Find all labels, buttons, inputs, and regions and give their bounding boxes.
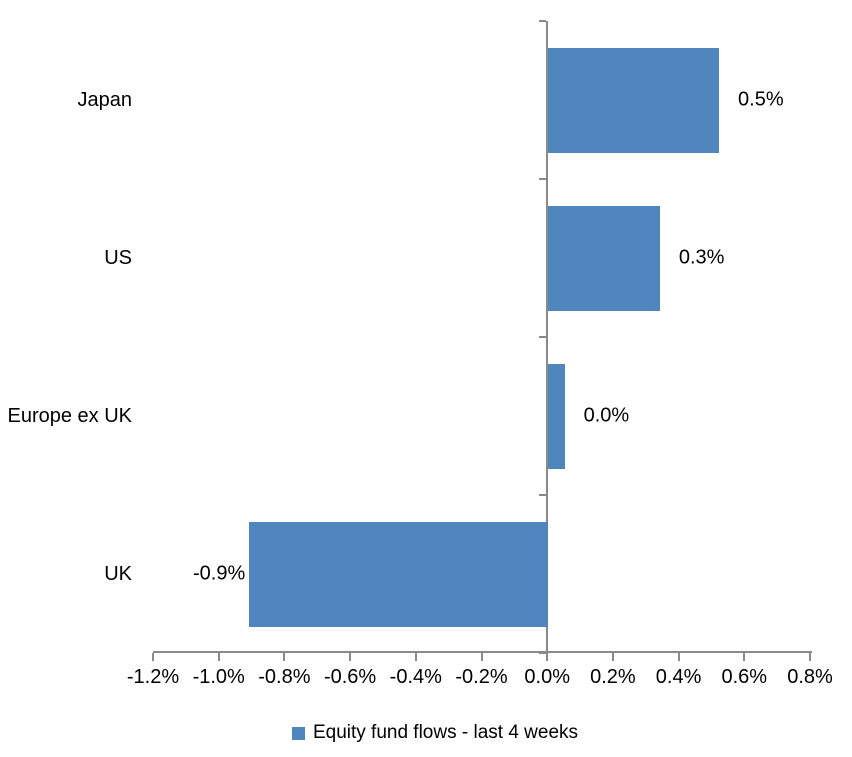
bar [249,521,549,627]
x-axis-tick-label: 0.6% [721,666,768,688]
bar [548,363,565,469]
value-axis-tick [217,653,220,661]
x-axis-tick-label: -0.2% [455,666,508,688]
x-axis-tick-label: 0.8% [787,666,833,688]
x-axis-tick-label: 0.0% [524,666,570,688]
x-axis-tick-label: -0.8% [258,666,311,688]
value-axis-line [153,651,812,653]
bar [548,205,660,311]
category-label: UK [104,562,132,585]
value-axis-tick [809,653,811,661]
category-axis-tick [539,336,547,338]
category-label: Japan [77,88,133,111]
value-axis-tick [349,653,352,661]
bar-value-label: 0.5% [738,88,784,111]
category-axis-line [546,21,549,653]
value-axis-tick [743,653,746,661]
value-axis-tick [283,653,286,661]
x-axis-tick-label: -1.2% [126,666,180,688]
legend-label: Equity fund flows - last 4 weeks [312,722,579,743]
x-axis-tick-label: -0.6% [323,666,377,688]
category-axis-tick [539,178,547,180]
value-axis-tick [611,653,614,661]
bar-value-label: -0.9% [193,562,246,585]
category-axis-tick [539,652,547,654]
category-label: US [104,246,132,269]
legend: Equity fund flows - last 4 weeks [18,722,852,744]
category-axis-tick [539,20,547,22]
bar-value-label: 0.3% [678,246,725,269]
bar [548,47,719,153]
x-axis-tick-label: 0.2% [590,666,636,688]
x-axis-tick-label: -0.4% [389,666,442,688]
legend-swatch [291,726,305,740]
x-axis-tick-label: 0.4% [655,666,702,688]
category-label: Europe ex UK [7,404,132,427]
bar-value-label: 0.0% [583,404,630,427]
category-axis-tick [539,494,547,496]
value-axis-tick [480,653,483,661]
value-axis-tick [677,653,680,661]
value-axis-tick [546,653,549,661]
value-axis-tick [152,653,154,661]
value-axis-tick [414,653,417,661]
x-axis-tick-label: -1.0% [192,666,245,688]
